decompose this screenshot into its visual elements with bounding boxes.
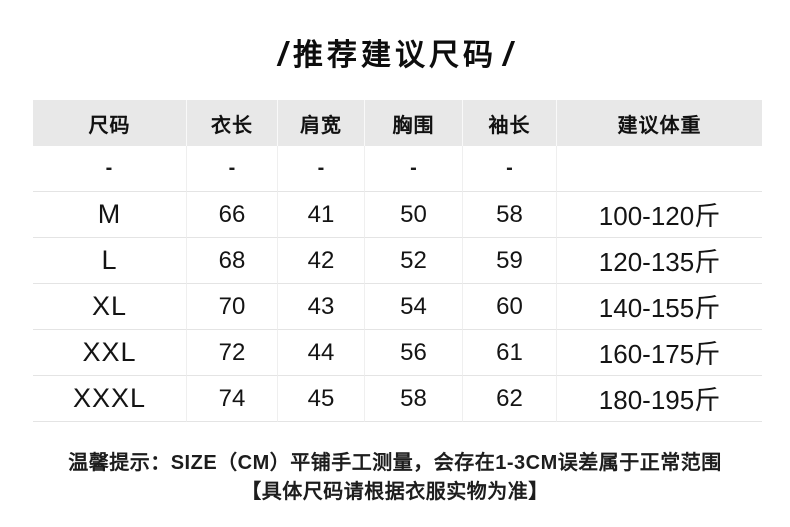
cell-size: L: [33, 238, 187, 284]
title-slash-right: /: [503, 35, 513, 72]
cell-sleeve: 62: [463, 376, 557, 422]
cell-shoulder: 42: [278, 238, 365, 284]
cell-length: 72: [187, 330, 278, 376]
cell-shoulder: 41: [278, 192, 365, 238]
cell-weight: 100-120斤: [557, 192, 762, 238]
cell-sleeve: 58: [463, 192, 557, 238]
table-row: - - - - -: [33, 146, 762, 192]
table-row: L 68 42 52 59 120-135斤: [33, 238, 762, 284]
cell-size: -: [33, 146, 187, 192]
cell-weight: 120-135斤: [557, 238, 762, 284]
header-length: 衣长: [187, 100, 278, 146]
cell-size: XL: [33, 284, 187, 330]
cell-weight: 180-195斤: [557, 376, 762, 422]
cell-weight: [557, 146, 762, 192]
cell-length: -: [187, 146, 278, 192]
cell-weight: 140-155斤: [557, 284, 762, 330]
cell-chest: 52: [365, 238, 463, 284]
cell-length: 74: [187, 376, 278, 422]
cell-weight: 160-175斤: [557, 330, 762, 376]
header-size: 尺码: [33, 100, 187, 146]
title-text: 推荐建议尺码: [293, 39, 497, 72]
cell-shoulder: 45: [278, 376, 365, 422]
cell-size: XXL: [33, 330, 187, 376]
header-shoulder: 肩宽: [278, 100, 365, 146]
cell-length: 66: [187, 192, 278, 238]
note-line-1: 温馨提示：SIZE（CM）平铺手工测量，会存在1-3CM误差属于正常范围: [68, 452, 722, 474]
cell-size: XXXL: [33, 376, 187, 422]
cell-chest: 54: [365, 284, 463, 330]
header-chest: 胸围: [365, 100, 463, 146]
note-line-2: 【具体尺码请根据衣服实物为准】: [241, 481, 549, 503]
size-table: 尺码 衣长 肩宽 胸围 袖长 建议体重 - - - - - M 66 41 50…: [33, 100, 762, 422]
cell-chest: -: [365, 146, 463, 192]
cell-chest: 50: [365, 192, 463, 238]
footer-notes: 温馨提示：SIZE（CM）平铺手工测量，会存在1-3CM误差属于正常范围 【具体…: [0, 449, 790, 507]
page-title: / 推荐建议尺码 /: [0, 30, 790, 74]
cell-shoulder: 44: [278, 330, 365, 376]
cell-shoulder: -: [278, 146, 365, 192]
header-weight: 建议体重: [617, 114, 702, 137]
cell-length: 68: [187, 238, 278, 284]
table-header-row: 尺码 衣长 肩宽 胸围 袖长 建议体重: [33, 100, 762, 146]
table-row: M 66 41 50 58 100-120斤: [33, 192, 762, 238]
cell-size: M: [33, 192, 187, 238]
cell-shoulder: 43: [278, 284, 365, 330]
cell-chest: 58: [365, 376, 463, 422]
header-sleeve: 袖长: [463, 100, 557, 146]
table-row: XXL 72 44 56 61 160-175斤: [33, 330, 762, 376]
cell-sleeve: 60: [463, 284, 557, 330]
cell-sleeve: 59: [463, 238, 557, 284]
cell-chest: 56: [365, 330, 463, 376]
cell-sleeve: -: [463, 146, 557, 192]
cell-length: 70: [187, 284, 278, 330]
table-row: XL 70 43 54 60 140-155斤: [33, 284, 762, 330]
table-row: XXXL 74 45 58 62 180-195斤: [33, 376, 762, 422]
title-slash-left: /: [277, 35, 287, 72]
cell-sleeve: 61: [463, 330, 557, 376]
